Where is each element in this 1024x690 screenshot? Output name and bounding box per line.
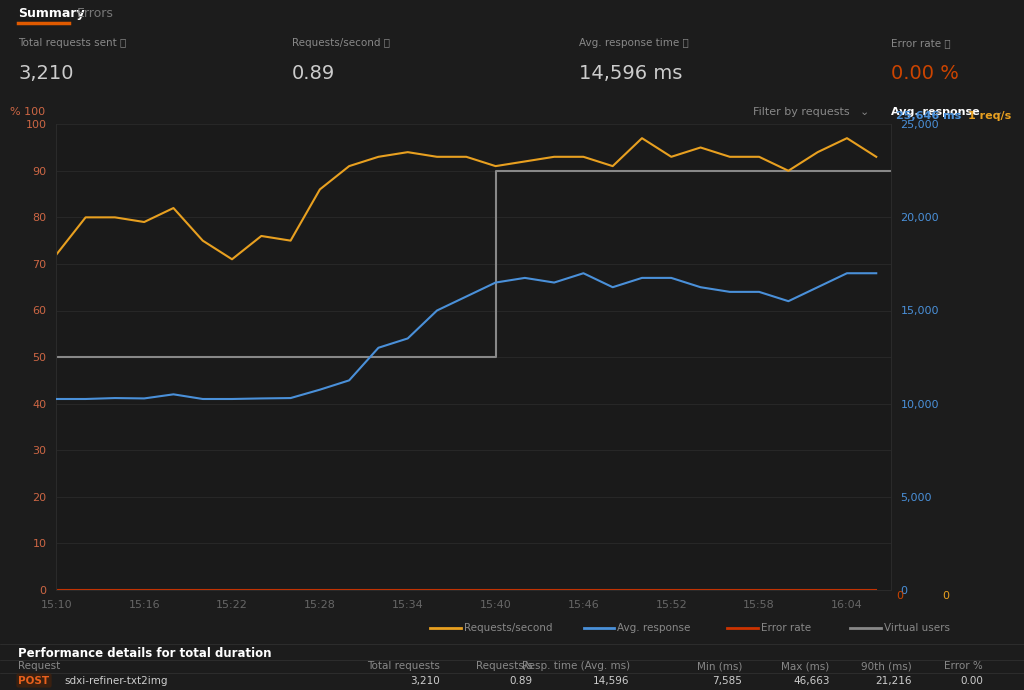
Text: Avg. response time ⓘ: Avg. response time ⓘ (579, 38, 688, 48)
Text: Total requests: Total requests (368, 661, 440, 671)
Text: POST: POST (18, 676, 49, 685)
Text: 90th (ms): 90th (ms) (860, 661, 911, 671)
Text: Error rate: Error rate (761, 623, 811, 633)
Text: 7,585: 7,585 (713, 676, 742, 685)
Text: Total requests sent ⓘ: Total requests sent ⓘ (18, 38, 127, 48)
Text: Virtual users: Virtual users (884, 623, 949, 633)
Text: Avg. response: Avg. response (891, 107, 980, 117)
Text: 0.89: 0.89 (509, 676, 532, 685)
Text: 21,216: 21,216 (874, 676, 911, 685)
Text: Resp. time (Avg. ms): Resp. time (Avg. ms) (521, 661, 630, 671)
Text: 1 req/s: 1 req/s (968, 111, 1011, 121)
Text: 3,210: 3,210 (411, 676, 440, 685)
Text: Filter by requests: Filter by requests (753, 107, 849, 117)
Text: Requests/second: Requests/second (464, 623, 552, 633)
Text: 0.89: 0.89 (292, 64, 335, 83)
Text: 25,646 ms: 25,646 ms (896, 111, 962, 121)
Text: 0: 0 (942, 591, 949, 601)
Text: Summary: Summary (18, 7, 85, 20)
Text: 14,596: 14,596 (593, 676, 630, 685)
Text: ⌄: ⌄ (860, 107, 869, 117)
Text: Error rate ⓘ: Error rate ⓘ (891, 38, 950, 48)
Text: Min (ms): Min (ms) (697, 661, 742, 671)
Text: 3,210: 3,210 (18, 64, 74, 83)
Text: Requests/second ⓘ: Requests/second ⓘ (292, 38, 390, 48)
Text: Max (ms): Max (ms) (781, 661, 829, 671)
Text: 0.00 %: 0.00 % (891, 64, 958, 83)
Text: 0: 0 (896, 591, 903, 601)
Text: Errors: Errors (77, 7, 114, 20)
Text: Error %: Error % (944, 661, 983, 671)
Text: 46,663: 46,663 (793, 676, 829, 685)
Text: 14,596 ms: 14,596 ms (579, 64, 682, 83)
Text: Avg. response: Avg. response (617, 623, 691, 633)
Text: % 100: % 100 (10, 107, 45, 117)
Text: sdxi-refiner-txt2img: sdxi-refiner-txt2img (65, 676, 168, 685)
Text: Requests/s: Requests/s (476, 661, 532, 671)
Text: 0.00: 0.00 (961, 676, 983, 685)
Text: Request: Request (18, 661, 60, 671)
Text: Performance details for total duration: Performance details for total duration (18, 647, 272, 660)
Text: ⌄: ⌄ (993, 107, 1002, 117)
